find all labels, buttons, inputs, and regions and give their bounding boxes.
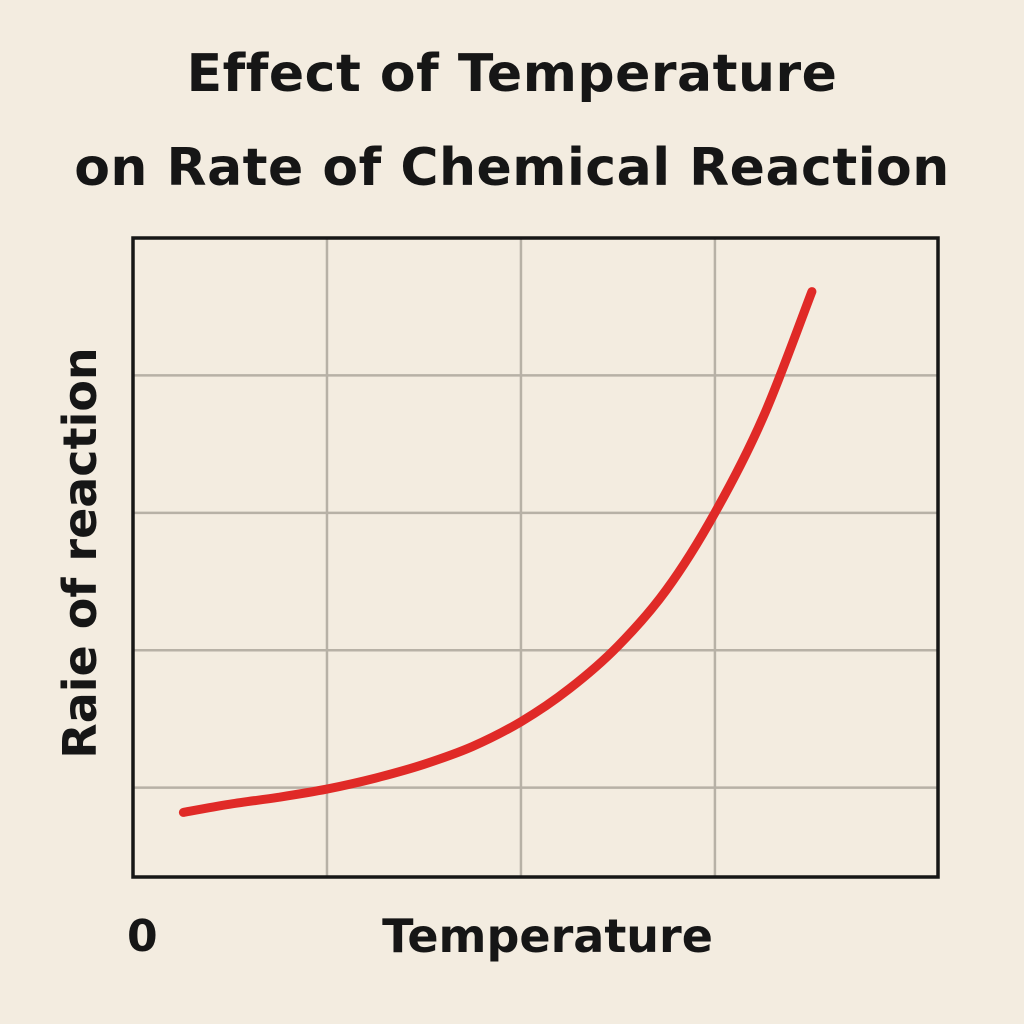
chart-title-line-2: on Rate of Chemical Reaction [74, 138, 950, 198]
chart-title-line-1: Effect of Temperature [186, 44, 838, 104]
plot-frame [131, 236, 940, 879]
x-axis-label: Temperature [382, 909, 713, 963]
y-axis-label: Raie of reaction [53, 347, 107, 758]
x-tick-label: 0 [127, 911, 158, 962]
series-line-1 [178, 287, 817, 817]
grid [133, 238, 938, 877]
series-layer [178, 287, 817, 817]
